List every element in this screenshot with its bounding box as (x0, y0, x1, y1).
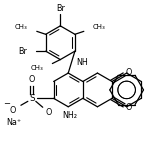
Text: O: O (126, 103, 132, 112)
Text: −: − (4, 99, 11, 108)
Text: O: O (10, 106, 16, 115)
Text: CH₃: CH₃ (15, 24, 28, 30)
Text: NH₂: NH₂ (63, 111, 78, 120)
Text: O: O (29, 75, 35, 84)
Text: NH: NH (76, 58, 88, 67)
Text: S: S (29, 94, 35, 103)
Text: O: O (45, 108, 52, 117)
Text: CH₃: CH₃ (93, 24, 106, 30)
Text: CH₃: CH₃ (31, 64, 43, 71)
Text: Br: Br (18, 47, 27, 56)
Text: Na⁺: Na⁺ (6, 118, 22, 127)
Text: Br: Br (56, 4, 65, 12)
Text: O: O (126, 68, 132, 77)
